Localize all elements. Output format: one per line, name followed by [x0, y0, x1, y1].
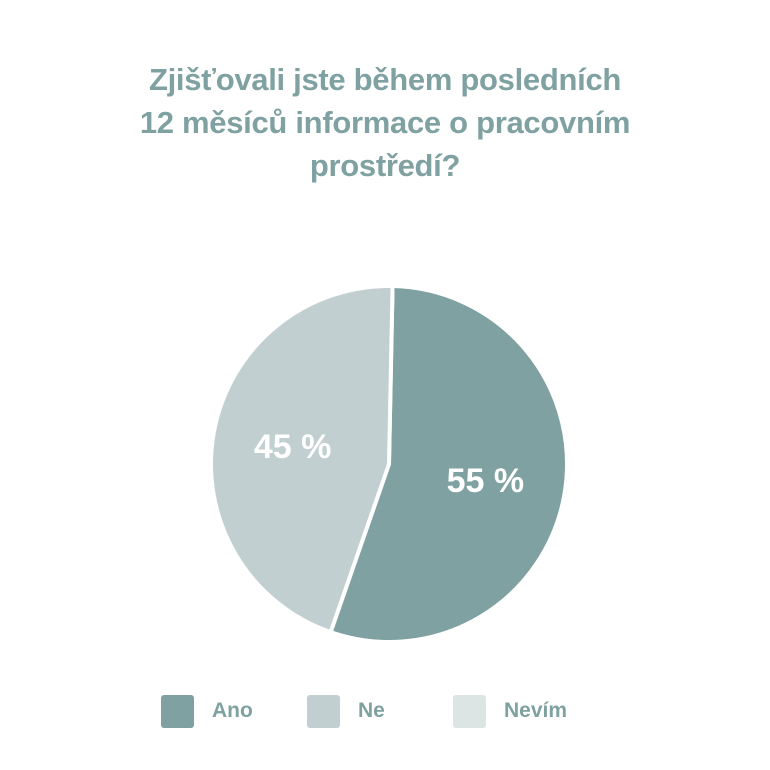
chart-title-line-3: prostředí?: [309, 148, 461, 183]
legend-swatch-ano: [161, 694, 194, 728]
chart-title-line-2: 12 měsíců informace o pracovním: [139, 105, 631, 140]
legend-label-nevim: Nevím: [504, 699, 568, 722]
legend-swatch-ne: [307, 694, 340, 728]
legend-item-nevim: Nevím: [453, 693, 567, 729]
legend-swatch-nevim: [453, 694, 486, 728]
legend-item-ne: Ne: [307, 693, 385, 729]
legend-item-ano: Ano: [161, 693, 253, 729]
legend-label-ano: Ano: [212, 699, 253, 722]
slice-ano: [328, 284, 569, 644]
slice-ne: [209, 284, 395, 635]
chart-title: Zjišťovali jste během posledních 12 měsí…: [85, 58, 685, 187]
slice-label-ne: 45 %: [254, 428, 332, 466]
legend: Ano Ne Nevím: [0, 693, 770, 733]
legend-label-ne: Ne: [358, 699, 385, 722]
slice-label-ano: 55 %: [447, 462, 525, 500]
chart-title-line-1: Zjišťovali jste během posledních: [148, 62, 622, 97]
